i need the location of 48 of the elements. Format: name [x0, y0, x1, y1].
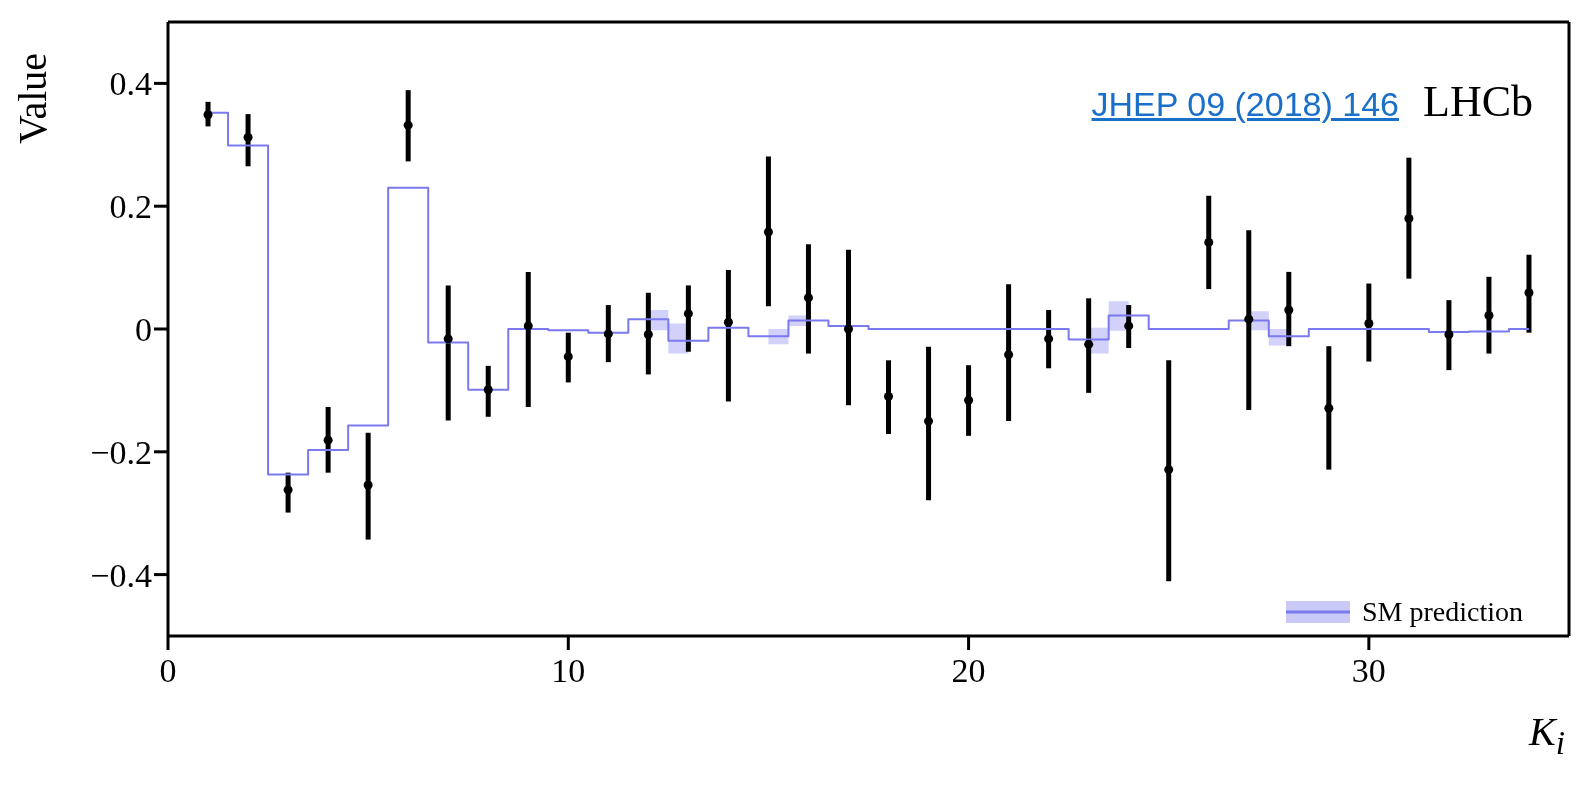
- point: [1164, 465, 1174, 475]
- point: [884, 392, 894, 402]
- point: [1284, 305, 1294, 315]
- point: [523, 321, 533, 331]
- point: [843, 324, 853, 334]
- point: [683, 309, 693, 319]
- point: [1004, 350, 1014, 360]
- point: [1204, 237, 1214, 247]
- point: [603, 329, 613, 339]
- y-axis-title: Value: [9, 52, 57, 144]
- point: [323, 435, 333, 445]
- point: [1444, 330, 1454, 340]
- point: [243, 132, 253, 142]
- x-tick-label: 20: [951, 652, 986, 690]
- point: [203, 110, 213, 120]
- y-tick-label: 0.4: [109, 65, 152, 103]
- point: [283, 485, 293, 495]
- point: [363, 480, 373, 490]
- point: [1124, 321, 1134, 331]
- annotation: JHEP 09 (2018) 146: [1091, 85, 1399, 124]
- x-axis-title: K$_{i}$: [1529, 708, 1565, 762]
- point: [1404, 213, 1414, 223]
- x-tick-label: 30: [1351, 652, 1386, 690]
- point: [1484, 310, 1494, 320]
- point: [763, 227, 773, 237]
- point: [1524, 288, 1534, 298]
- point: [924, 416, 934, 426]
- point: [443, 334, 453, 344]
- point: [1244, 314, 1254, 324]
- point: [643, 330, 653, 340]
- annotation: LHCb: [1423, 76, 1533, 127]
- point: [1364, 318, 1374, 328]
- x-tick-label: 0: [159, 652, 177, 690]
- y-tick-label: 0: [135, 311, 152, 349]
- point: [1044, 334, 1054, 344]
- point: [403, 120, 413, 130]
- point: [723, 317, 733, 327]
- point: [964, 395, 974, 405]
- point: [1084, 339, 1094, 349]
- point: [563, 352, 573, 362]
- x-tick-label: 10: [551, 652, 586, 690]
- point: [803, 293, 813, 303]
- legend-label: SM prediction: [1362, 596, 1523, 628]
- y-tick-label: −0.2: [90, 433, 152, 471]
- point: [1324, 403, 1334, 413]
- y-tick-label: 0.2: [109, 188, 152, 226]
- point: [483, 385, 493, 395]
- y-tick-label: −0.4: [90, 556, 152, 594]
